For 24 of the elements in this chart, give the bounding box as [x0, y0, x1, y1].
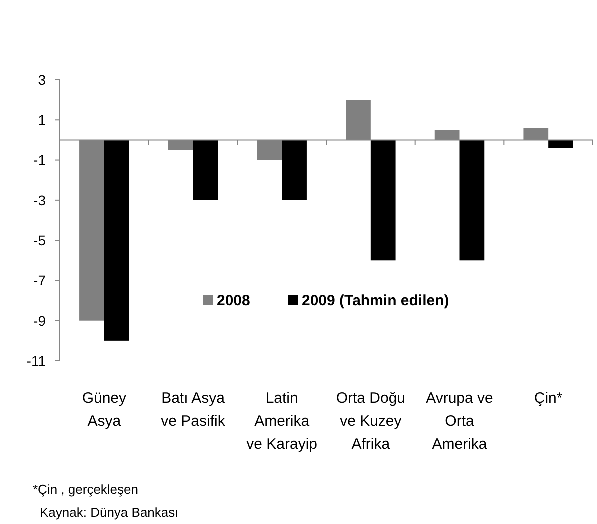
text: *Çin , gerçekleşen — [33, 482, 138, 497]
x-tick-label: Avrupa ve Orta Amerika — [426, 390, 494, 453]
legend-label: 2008 — [217, 292, 250, 310]
bar — [548, 140, 574, 148]
y-tick-label: -7 — [34, 272, 46, 289]
y-tick-label: -11 — [26, 352, 46, 369]
text: Kaynak: Dünya Bankası — [40, 505, 179, 520]
bar — [460, 140, 485, 261]
bar — [104, 140, 130, 341]
bar — [193, 140, 218, 200]
y-tick-label: -5 — [34, 232, 46, 248]
x-tick-label: Batı Asya ve Pasifik — [161, 390, 226, 430]
x-tick-label: Orta Doğu ve Kuzey Afrika — [336, 390, 406, 453]
y-tick-label: -9 — [34, 312, 46, 329]
x-tick-label: Çin* — [534, 390, 563, 407]
legend-label: 2009 (Tahmin edilen) — [302, 292, 450, 310]
x-tick-label: Güney Asya — [82, 390, 128, 430]
y-tick-label: -3 — [34, 192, 46, 208]
bar — [370, 140, 396, 261]
y-tick-label: 3 — [38, 72, 46, 88]
x-tick-label: Latin Amerika ve Karayip — [246, 390, 318, 453]
y-tick-label: -1 — [34, 152, 46, 168]
bar — [282, 140, 307, 200]
y-tick-label: 1 — [38, 112, 46, 128]
